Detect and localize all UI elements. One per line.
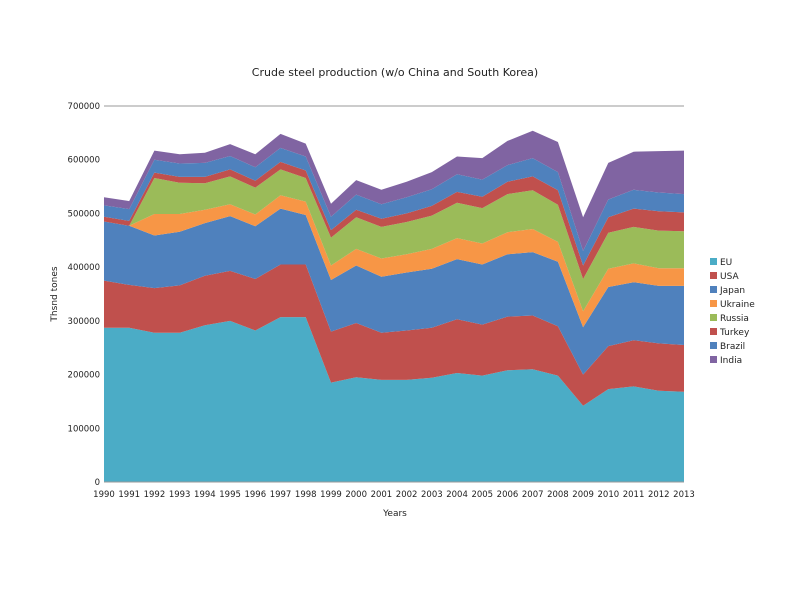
- x-tick-label: 2007: [522, 490, 544, 500]
- x-tick-label: 1993: [169, 490, 191, 500]
- legend-swatch-turkey: [710, 328, 717, 335]
- area-ukraine: [104, 195, 684, 328]
- area-india: [104, 130, 684, 251]
- legend-label-brazil: Brazil: [720, 342, 745, 352]
- x-tick-label: 1991: [118, 490, 140, 500]
- y-tick-label: 300000: [68, 317, 100, 327]
- legend-label-ukraine: Ukraine: [720, 300, 755, 310]
- x-tick-label: 2004: [446, 490, 468, 500]
- legend-label-india: India: [720, 356, 742, 366]
- x-tick-label: 2006: [497, 490, 519, 500]
- y-tick-label: 700000: [68, 102, 100, 112]
- x-axis-ticks: 1990 1991 1992 1993 1994 1995 1996 1997 1998 1999…: [93, 490, 695, 500]
- y-tick-label: 400000: [68, 263, 100, 273]
- x-tick-label: 1999: [320, 490, 342, 500]
- x-tick-label: 1995: [219, 490, 241, 500]
- legend-swatch-usa: [710, 272, 717, 279]
- x-tick-label: 1990: [93, 490, 115, 500]
- y-tick-label: 0: [95, 478, 100, 488]
- y-axis-ticks: 0 100000 200000 300000 400000 500000 600000 700…: [68, 102, 100, 488]
- area-japan: [104, 208, 684, 375]
- x-tick-label: 1996: [244, 490, 266, 500]
- x-tick-label: 2011: [623, 490, 645, 500]
- y-tick-label: 500000: [68, 209, 100, 219]
- area-russia: [104, 169, 684, 312]
- x-tick-label: 1997: [270, 490, 292, 500]
- x-tick-label: 2008: [547, 490, 569, 500]
- legend-label-usa: USA: [720, 272, 739, 282]
- y-tick-label: 100000: [68, 424, 100, 434]
- y-tick-label: 200000: [68, 371, 100, 381]
- x-tick-label: 2010: [598, 490, 620, 500]
- x-tick-label: 1992: [144, 490, 166, 500]
- x-tick-label: 2000: [345, 490, 367, 500]
- x-tick-label: 2001: [371, 490, 393, 500]
- chart-title: Crude steel production (w/o China and So…: [252, 66, 538, 79]
- legend-swatch-ukraine: [710, 300, 717, 307]
- legend-swatch-eu: [710, 258, 717, 265]
- legend-swatch-brazil: [710, 342, 717, 349]
- x-tick-label: 2009: [572, 490, 594, 500]
- legend-swatch-japan: [710, 286, 717, 293]
- legend: EU USA Japan Ukraine Russia Turkey Brazil India: [710, 258, 755, 366]
- y-axis-label: Thsnd tones: [50, 266, 60, 322]
- x-tick-label: 2003: [421, 490, 443, 500]
- legend-swatch-russia: [710, 314, 717, 321]
- x-tick-label: 2013: [673, 490, 695, 500]
- area-series-group: [104, 130, 684, 482]
- x-tick-label: 2005: [471, 490, 493, 500]
- area-usa: [104, 264, 684, 406]
- x-axis-label: Years: [382, 509, 407, 519]
- legend-swatch-india: [710, 356, 717, 363]
- area-turkey: [104, 161, 684, 279]
- legend-label-japan: Japan: [719, 286, 745, 296]
- legend-label-eu: EU: [720, 258, 732, 268]
- y-tick-label: 600000: [68, 156, 100, 166]
- legend-label-russia: Russia: [720, 314, 749, 324]
- legend-label-turkey: Turkey: [719, 328, 750, 338]
- x-tick-label: 2002: [396, 490, 418, 500]
- area-eu: [104, 317, 684, 482]
- area-brazil: [104, 147, 684, 266]
- x-tick-label: 2012: [648, 490, 670, 500]
- x-tick-label: 1998: [295, 490, 317, 500]
- x-tick-label: 1994: [194, 490, 216, 500]
